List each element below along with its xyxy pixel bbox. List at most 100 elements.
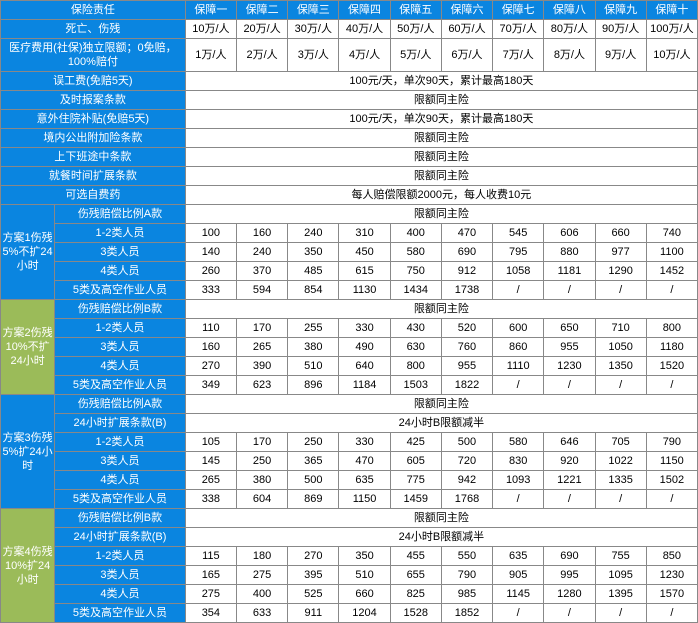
data-cell: 1350 — [595, 357, 646, 376]
data-cell: 1230 — [646, 566, 697, 585]
span-cell: 100元/天，单次90天，累计最高180天 — [185, 110, 697, 129]
data-cell: 60万/人 — [441, 20, 492, 39]
data-cell: 180 — [236, 547, 287, 566]
data-cell: 5万/人 — [390, 39, 441, 72]
insurance-plan-table: 保险责任 保障一 保障二 保障三 保障四 保障五 保障六 保障七 保障八 保障九… — [0, 0, 698, 623]
data-cell: 270 — [288, 547, 339, 566]
span-cell: 24小时B限额减半 — [185, 414, 697, 433]
data-cell: 330 — [339, 433, 390, 452]
data-cell: 1452 — [646, 262, 697, 281]
data-cell: 710 — [595, 319, 646, 338]
row-label: 3类人员 — [55, 452, 186, 471]
data-cell: 615 — [339, 262, 390, 281]
data-cell: 635 — [493, 547, 544, 566]
data-cell: 600 — [493, 319, 544, 338]
data-cell: 520 — [441, 319, 492, 338]
data-cell: 390 — [236, 357, 287, 376]
data-cell: 1093 — [493, 471, 544, 490]
row-label: 1-2类人员 — [55, 224, 186, 243]
plan-header: 保障九 — [595, 1, 646, 20]
table-row: 5类及高空作业人员349623896118415031822//// — [1, 376, 698, 395]
data-cell: 1095 — [595, 566, 646, 585]
data-cell: 400 — [236, 585, 287, 604]
data-cell: / — [544, 281, 595, 300]
data-cell: 430 — [390, 319, 441, 338]
data-cell: 750 — [390, 262, 441, 281]
plan-header: 保障六 — [441, 1, 492, 20]
data-cell: 40万/人 — [339, 20, 390, 39]
table-row: 3类人员1402403504505806907958809771100 — [1, 243, 698, 262]
data-cell: 90万/人 — [595, 20, 646, 39]
data-cell: 623 — [236, 376, 287, 395]
row-label: 1-2类人员 — [55, 433, 186, 452]
data-cell: 333 — [185, 281, 236, 300]
data-cell: 250 — [288, 433, 339, 452]
span-cell: 限额同主险 — [185, 148, 697, 167]
data-cell: 650 — [544, 319, 595, 338]
table-row: 死亡、伤残10万/人20万/人30万/人40万/人50万/人60万/人70万/人… — [1, 20, 698, 39]
data-cell: 100 — [185, 224, 236, 243]
span-cell: 限额同主险 — [185, 91, 697, 110]
data-cell: 1852 — [441, 604, 492, 623]
table-row: 3类人员16527539551065579090599510951230 — [1, 566, 698, 585]
data-cell: 825 — [390, 585, 441, 604]
span-cell: 100元/天，单次90天，累计最高180天 — [185, 72, 697, 91]
table-row: 5类及高空作业人员338604869115014591768//// — [1, 490, 698, 509]
data-cell: / — [493, 281, 544, 300]
row-label: 就餐时间扩展条款 — [1, 167, 186, 186]
data-cell: 140 — [185, 243, 236, 262]
table-row: 就餐时间扩展条款限额同主险 — [1, 167, 698, 186]
span-cell: 限额同主险 — [185, 129, 697, 148]
data-cell: 425 — [390, 433, 441, 452]
data-cell: 550 — [441, 547, 492, 566]
data-cell: / — [544, 604, 595, 623]
span-cell: 限额同主险 — [185, 509, 697, 528]
span-cell: 限额同主险 — [185, 395, 697, 414]
data-cell: 365 — [288, 452, 339, 471]
data-cell: 580 — [493, 433, 544, 452]
data-cell: 170 — [236, 319, 287, 338]
data-cell: 525 — [288, 585, 339, 604]
data-cell: 30万/人 — [288, 20, 339, 39]
data-cell: 854 — [288, 281, 339, 300]
data-cell: 265 — [236, 338, 287, 357]
data-cell: 350 — [339, 547, 390, 566]
data-cell: 790 — [441, 566, 492, 585]
table-row: 4类人员2703905106408009551110123013501520 — [1, 357, 698, 376]
data-cell: 755 — [595, 547, 646, 566]
data-cell: 400 — [390, 224, 441, 243]
header-label: 保险责任 — [1, 1, 186, 20]
row-label: 5类及高空作业人员 — [55, 376, 186, 395]
data-cell: 775 — [390, 471, 441, 490]
data-cell: 1184 — [339, 376, 390, 395]
data-cell: 145 — [185, 452, 236, 471]
data-cell: 655 — [390, 566, 441, 585]
row-label: 伤残赔偿比例B款 — [55, 300, 186, 319]
row-label: 5类及高空作业人员 — [55, 490, 186, 509]
plan-header: 保障四 — [339, 1, 390, 20]
span-cell: 24小时B限额减半 — [185, 528, 697, 547]
data-cell: 1502 — [646, 471, 697, 490]
row-label: 伤残赔偿比例A款 — [55, 205, 186, 224]
row-label: 5类及高空作业人员 — [55, 604, 186, 623]
data-cell: 455 — [390, 547, 441, 566]
data-cell: 275 — [185, 585, 236, 604]
data-cell: 1290 — [595, 262, 646, 281]
data-cell: / — [493, 490, 544, 509]
row-label: 24小时扩展条款(B) — [55, 414, 186, 433]
row-label: 4类人员 — [55, 357, 186, 376]
table-row: 误工费(免赔5天)100元/天，单次90天，累计最高180天 — [1, 72, 698, 91]
data-cell: 350 — [288, 243, 339, 262]
data-cell: 275 — [236, 566, 287, 585]
table-row: 方案4伤残10%扩24小时伤残赔偿比例B款限额同主险 — [1, 509, 698, 528]
data-cell: 270 — [185, 357, 236, 376]
data-cell: 660 — [595, 224, 646, 243]
data-cell: 10万/人 — [646, 39, 697, 72]
table-row: 3类人员16026538049063076086095510501180 — [1, 338, 698, 357]
data-cell: / — [646, 604, 697, 623]
data-cell: 165 — [185, 566, 236, 585]
data-cell: 606 — [544, 224, 595, 243]
data-cell: 170 — [236, 433, 287, 452]
data-cell: 985 — [441, 585, 492, 604]
row-label: 上下班途中条款 — [1, 148, 186, 167]
